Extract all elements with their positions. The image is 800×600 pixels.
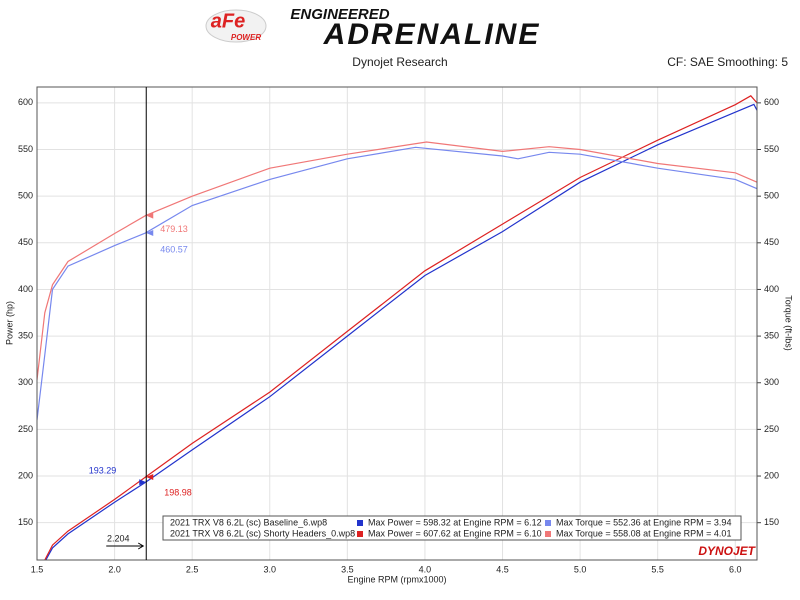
y2-tick-label: 500 xyxy=(764,191,779,201)
y2-tick-label: 450 xyxy=(764,237,779,247)
y2-tick-label: 200 xyxy=(764,470,779,480)
legend-swatch xyxy=(357,531,363,537)
y-tick-label: 250 xyxy=(18,424,33,434)
legend-swatch xyxy=(545,531,551,537)
legend-torque: Max Torque = 552.36 at Engine RPM = 3.94 xyxy=(556,517,731,527)
cursor-marker xyxy=(146,212,154,219)
legend-box xyxy=(162,515,742,541)
y2-tick-label: 600 xyxy=(764,97,779,107)
logo-badge xyxy=(205,9,267,43)
y-tick-label: 400 xyxy=(18,284,33,294)
brand-logo: DYNOJET xyxy=(698,544,756,558)
x-tick-label: 3.0 xyxy=(264,564,277,574)
y-tick-label: 550 xyxy=(18,144,33,154)
legend-power: Max Power = 607.62 at Engine RPM = 6.10 xyxy=(368,528,542,538)
x-tick-label: 3.5 xyxy=(341,564,354,574)
y-tick-label: 450 xyxy=(18,237,33,247)
plot-frame xyxy=(36,86,758,561)
x-axis-label: Engine RPM (rpmx1000) xyxy=(347,574,446,584)
x-tick-label: 1.5 xyxy=(31,564,44,574)
y2-tick-label: 250 xyxy=(764,424,779,434)
subtitle: Dynojet Research xyxy=(352,55,447,69)
cursor-value: 198.98 xyxy=(164,487,192,497)
legend-power: Max Power = 598.32 at Engine RPM = 6.12 xyxy=(368,517,542,527)
cursor-marker xyxy=(146,229,154,236)
series-line xyxy=(37,146,757,421)
chart-title: ADRENALINE xyxy=(323,18,541,51)
legend-run: 2021 TRX V8 6.2L (sc) Shorty Headers_0.w… xyxy=(170,528,355,538)
x-tick-label: 2.0 xyxy=(108,564,121,574)
y2-tick-label: 300 xyxy=(764,377,779,387)
logo: aFe xyxy=(211,10,245,32)
y-tick-label: 150 xyxy=(18,517,33,527)
y-axis-label: Power (hp) xyxy=(4,301,14,345)
x-tick-label: 6.0 xyxy=(729,564,742,574)
cursor-marker xyxy=(146,473,154,480)
y-tick-label: 600 xyxy=(18,97,33,107)
series-line xyxy=(37,141,757,380)
y2-tick-label: 350 xyxy=(764,330,779,340)
legend-swatch xyxy=(545,520,551,526)
y2-tick-label: 150 xyxy=(764,517,779,527)
y-tick-label: 200 xyxy=(18,470,33,480)
cursor-value: 460.57 xyxy=(160,244,188,254)
cursor-label: 2.204 xyxy=(107,533,130,543)
y-tick-label: 350 xyxy=(18,330,33,340)
legend-torque: Max Torque = 558.08 at Engine RPM = 4.01 xyxy=(556,528,731,538)
series-line xyxy=(45,103,757,560)
y-tick-label: 500 xyxy=(18,191,33,201)
logo-sub: POWER xyxy=(231,33,261,42)
y2-tick-label: 550 xyxy=(764,144,779,154)
x-tick-label: 4.0 xyxy=(419,564,432,574)
cursor-value: 193.29 xyxy=(89,466,117,476)
x-tick-label: 5.5 xyxy=(651,564,664,574)
x-tick-label: 4.5 xyxy=(496,564,509,574)
tagline: ENGINEERED xyxy=(290,6,389,23)
cursor-marker xyxy=(139,479,147,486)
y2-tick-label: 400 xyxy=(764,284,779,294)
y-tick-label: 300 xyxy=(18,377,33,387)
x-tick-label: 2.5 xyxy=(186,564,199,574)
cursor-value: 479.13 xyxy=(160,224,188,234)
y2-axis-label: Torque (ft-lbs) xyxy=(784,295,794,351)
note: CF: SAE Smoothing: 5 xyxy=(667,55,788,69)
series-line xyxy=(44,95,757,560)
legend-run: 2021 TRX V8 6.2L (sc) Baseline_6.wp8 xyxy=(170,517,327,527)
cursor-arrow xyxy=(106,542,145,550)
x-tick-label: 5.0 xyxy=(574,564,587,574)
legend-swatch xyxy=(357,520,363,526)
